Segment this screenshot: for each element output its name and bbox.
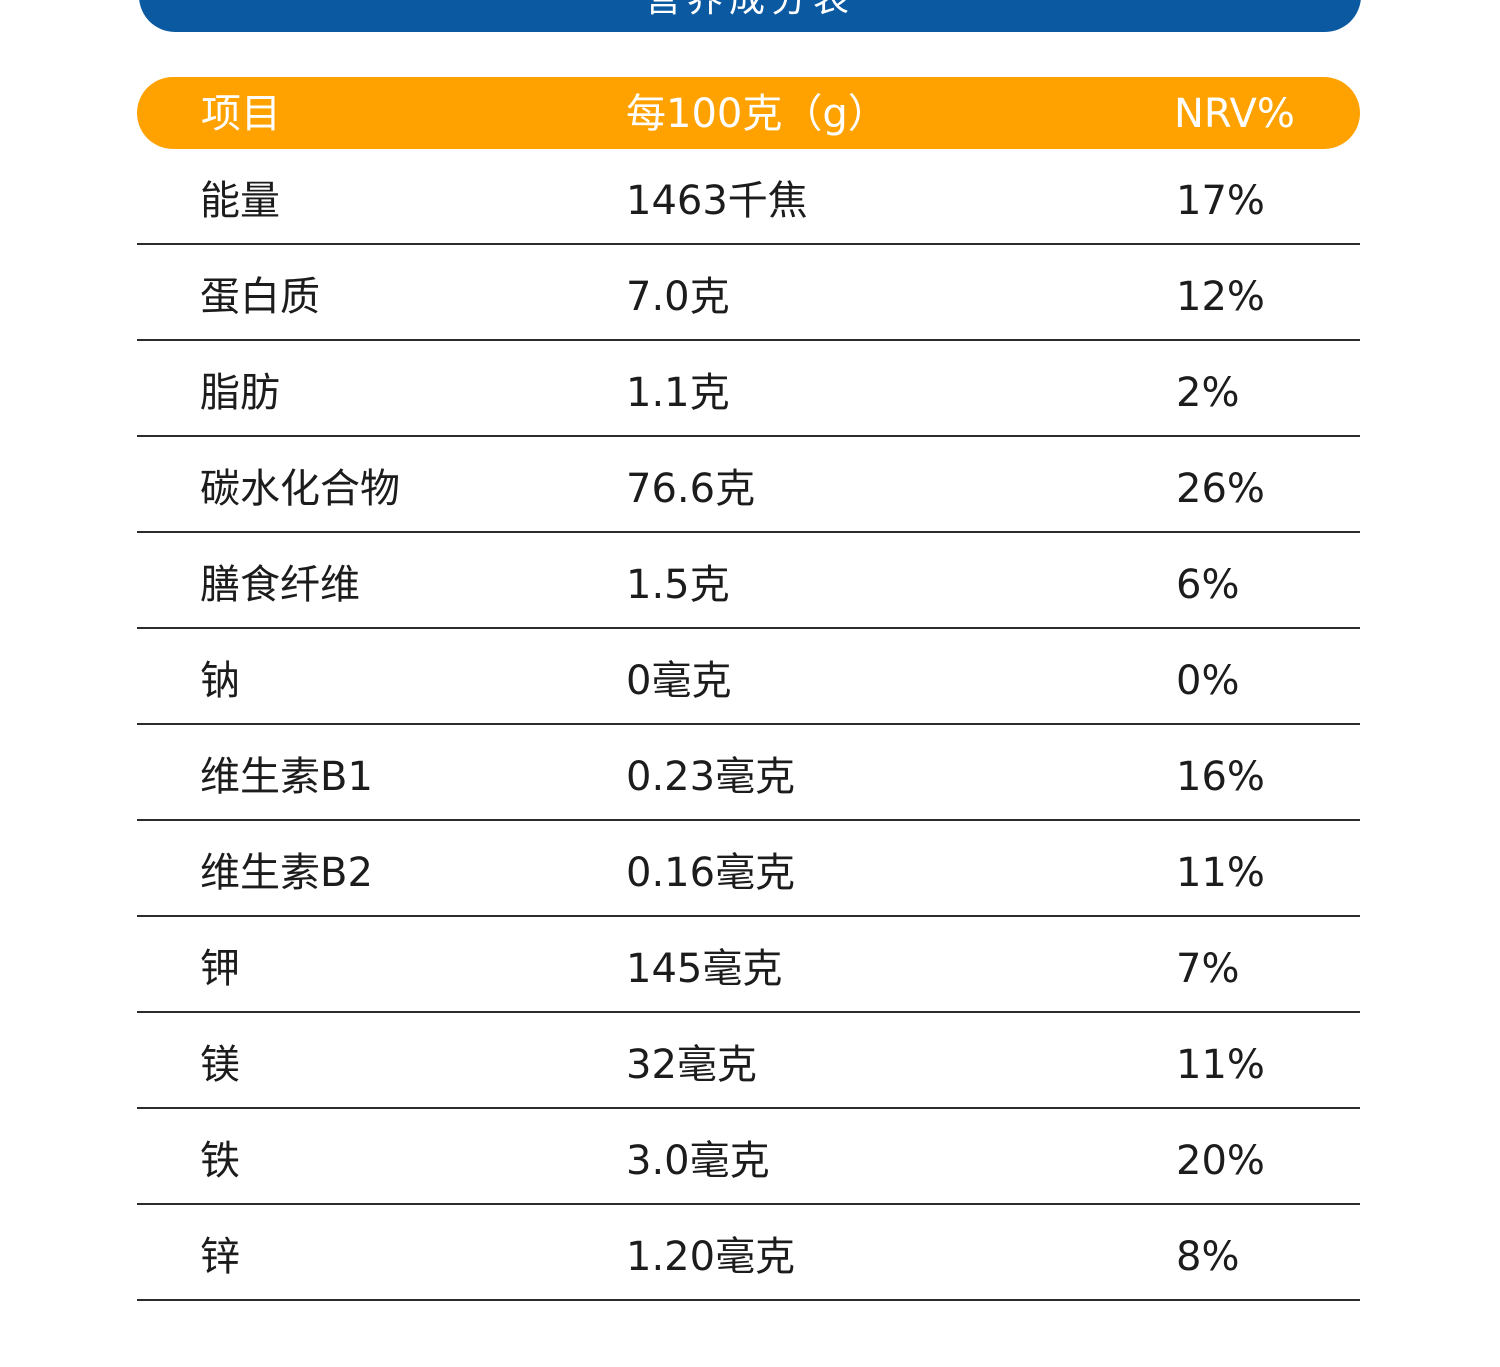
row-nrv: 11% [1176,1042,1265,1088]
header-amount: 每100克（g） [626,91,888,137]
table-row: 维生素B2 0.16毫克 11% [137,821,1360,917]
row-amount: 1.20毫克 [626,1234,796,1280]
row-nrv: 12% [1176,274,1265,320]
row-amount: 145毫克 [626,946,783,992]
row-item: 能量 [200,178,280,224]
table-row: 钾 145毫克 7% [137,917,1360,1013]
table-row: 维生素B1 0.23毫克 16% [137,725,1360,821]
row-amount: 0.23毫克 [626,754,796,800]
table-row: 脂肪 1.1克 2% [137,341,1360,437]
row-amount: 32毫克 [626,1042,757,1088]
row-item: 脂肪 [200,370,280,416]
row-nrv: 16% [1176,754,1265,800]
row-amount: 0.16毫克 [626,850,796,896]
nutrition-title-banner: 营养成分表 [139,0,1361,32]
row-amount: 1.1克 [626,370,730,416]
row-nrv: 2% [1176,370,1240,416]
row-amount: 1463千焦 [626,178,808,224]
row-amount: 0毫克 [626,658,732,704]
table-header: 项目 每100克（g） NRV% [137,77,1360,149]
table-row: 钠 0毫克 0% [137,629,1360,725]
nutrition-title: 营养成分表 [645,0,855,20]
row-item: 钾 [200,946,240,992]
row-nrv: 20% [1176,1138,1265,1184]
header-nrv: NRV% [1174,91,1295,137]
row-item: 镁 [200,1042,240,1088]
row-amount: 1.5克 [626,562,730,608]
row-item: 维生素B1 [200,754,373,800]
row-nrv: 7% [1176,946,1240,992]
row-item: 维生素B2 [200,850,373,896]
row-amount: 3.0毫克 [626,1138,770,1184]
table-row: 能量 1463千焦 17% [137,149,1360,245]
row-nrv: 17% [1176,178,1265,224]
row-item: 蛋白质 [200,274,320,320]
row-nrv: 8% [1176,1234,1240,1280]
row-nrv: 26% [1176,466,1265,512]
row-item: 钠 [200,658,240,704]
row-nrv: 11% [1176,850,1265,896]
row-item: 碳水化合物 [200,466,400,512]
header-item: 项目 [201,91,281,137]
table-row: 膳食纤维 1.5克 6% [137,533,1360,629]
row-nrv: 0% [1176,658,1240,704]
table-row: 锌 1.20毫克 8% [137,1205,1360,1301]
table-row: 镁 32毫克 11% [137,1013,1360,1109]
row-item: 铁 [200,1138,240,1184]
row-nrv: 6% [1176,562,1240,608]
row-amount: 76.6克 [626,466,756,512]
row-item: 锌 [200,1234,240,1280]
table-row: 蛋白质 7.0克 12% [137,245,1360,341]
table-row: 铁 3.0毫克 20% [137,1109,1360,1205]
table-row: 碳水化合物 76.6克 26% [137,437,1360,533]
row-amount: 7.0克 [626,274,730,320]
nutrition-table: 项目 每100克（g） NRV% 能量 1463千焦 17% 蛋白质 7.0克 … [137,77,1360,1301]
row-item: 膳食纤维 [200,562,360,608]
